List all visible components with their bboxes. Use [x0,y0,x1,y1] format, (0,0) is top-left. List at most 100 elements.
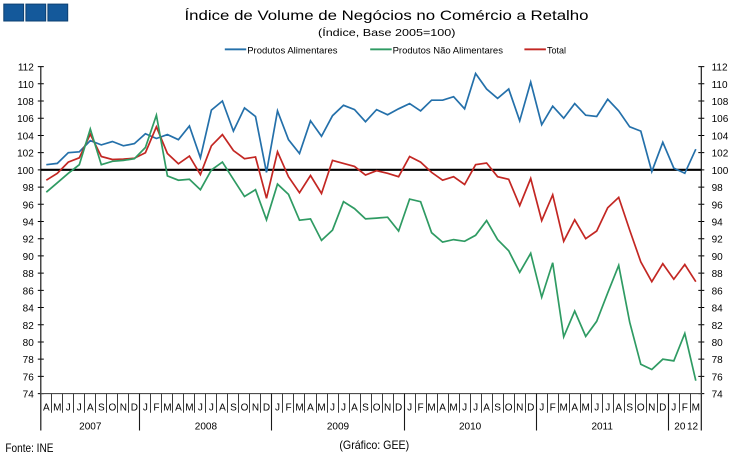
svg-text:D: D [527,403,534,414]
svg-text:A: A [219,403,226,414]
svg-text:D: D [395,403,402,414]
svg-text:M: M [185,403,193,414]
svg-text:112: 112 [712,63,728,74]
svg-text:F: F [285,403,291,414]
svg-text:M: M [317,403,325,414]
svg-text:90: 90 [712,252,724,263]
svg-text:J: J [66,403,71,414]
svg-text:74: 74 [23,390,35,401]
svg-text:A: A [571,403,578,414]
svg-text:106: 106 [712,114,729,125]
svg-text:A: A [175,403,182,414]
svg-text:80: 80 [712,338,724,349]
svg-text:110: 110 [712,80,728,91]
svg-text:J: J [209,403,214,414]
svg-text:94: 94 [23,218,35,229]
svg-text:Total: Total [547,45,566,56]
svg-text:102: 102 [17,149,34,160]
svg-text:J: J [594,403,599,414]
svg-text:O: O [637,403,645,414]
svg-text:S: S [230,403,237,414]
svg-text:M: M [560,403,568,414]
svg-text:82: 82 [712,321,724,332]
svg-text:N: N [648,403,655,414]
svg-text:106: 106 [17,114,34,125]
svg-text:94: 94 [712,218,724,229]
svg-text:84: 84 [712,304,724,315]
svg-text:F: F [153,403,159,414]
svg-text:M: M [53,403,61,414]
svg-text:108: 108 [712,97,729,108]
svg-text:20: 20 [674,422,686,433]
svg-text:78: 78 [23,355,35,366]
svg-text:J: J [341,403,346,414]
svg-text:80: 80 [23,338,35,349]
svg-text:110: 110 [18,80,34,91]
svg-text:F: F [550,403,556,414]
svg-text:J: J [473,403,478,414]
svg-text:Fonte: INE: Fonte: INE [5,441,53,455]
svg-text:2011: 2011 [591,422,613,433]
svg-text:A: A [43,403,50,414]
svg-text:90: 90 [23,252,35,263]
svg-text:Produtos Não Alimentares: Produtos Não Alimentares [393,45,504,56]
svg-text:76: 76 [712,372,724,383]
svg-text:J: J [143,403,148,414]
svg-text:2008: 2008 [195,422,218,433]
svg-text:2007: 2007 [79,422,102,433]
svg-text:J: J [462,403,467,414]
svg-text:J: J [330,403,335,414]
svg-text:104: 104 [17,131,34,142]
svg-text:J: J [407,403,412,414]
svg-text:D: D [263,403,270,414]
svg-text:M: M [449,403,457,414]
svg-text:82: 82 [23,321,35,332]
svg-text:2010: 2010 [459,422,482,433]
svg-text:100: 100 [712,166,729,177]
svg-text:84: 84 [23,304,35,315]
svg-text:96: 96 [23,200,35,211]
svg-text:D: D [659,403,666,414]
svg-text:92: 92 [23,235,35,246]
svg-text:M: M [295,403,303,414]
svg-text:J: J [539,403,544,414]
svg-text:104: 104 [712,131,729,142]
svg-text:O: O [109,403,117,414]
svg-text:D: D [131,403,138,414]
svg-text:88: 88 [712,269,724,280]
svg-text:J: J [605,403,610,414]
svg-text:A: A [307,403,314,414]
svg-text:A: A [483,403,490,414]
svg-text:F: F [682,403,688,414]
svg-text:Produtos Alimentares: Produtos Alimentares [247,45,338,56]
svg-text:(Gráfico: GEE): (Gráfico: GEE) [339,438,409,452]
svg-text:86: 86 [712,286,724,297]
svg-text:M: M [163,403,171,414]
svg-text:92: 92 [712,235,724,246]
svg-text:112: 112 [18,63,34,74]
svg-text:98: 98 [23,183,35,194]
svg-text:N: N [384,403,391,414]
svg-text:2009: 2009 [327,422,350,433]
svg-text:76: 76 [23,372,35,383]
svg-text:12: 12 [687,422,699,433]
svg-text:98: 98 [712,183,724,194]
svg-text:78: 78 [712,355,724,366]
svg-text:74: 74 [712,390,724,401]
svg-text:A: A [439,403,446,414]
svg-text:S: S [98,403,105,414]
svg-text:S: S [626,403,633,414]
svg-text:102: 102 [712,149,729,160]
svg-text:(Índice, Base 2005=100): (Índice, Base 2005=100) [318,26,456,39]
svg-text:N: N [120,403,127,414]
svg-text:96: 96 [712,200,724,211]
svg-text:O: O [373,403,381,414]
svg-text:J: J [198,403,203,414]
svg-text:A: A [615,403,622,414]
svg-text:M: M [427,403,435,414]
svg-text:S: S [494,403,501,414]
svg-text:N: N [516,403,523,414]
svg-text:A: A [351,403,358,414]
svg-text:S: S [362,403,369,414]
svg-text:M: M [692,403,700,414]
